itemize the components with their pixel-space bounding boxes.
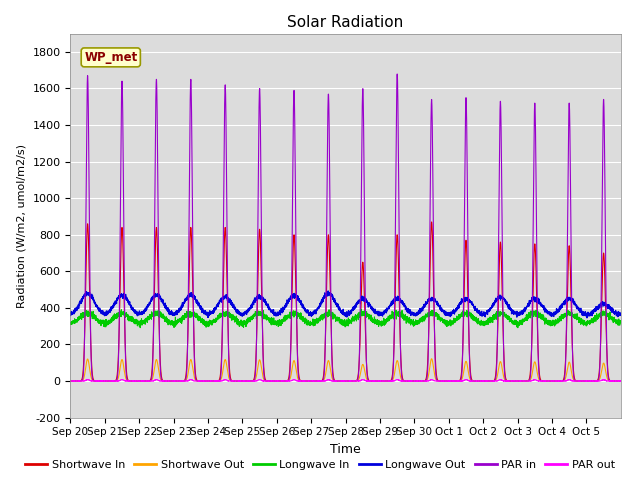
PAR in	[180, 378, 188, 384]
Longwave In	[366, 316, 374, 322]
Longwave In	[514, 325, 522, 331]
Longwave Out	[583, 315, 591, 321]
PAR in	[394, 71, 401, 77]
Shortwave Out	[524, 378, 531, 384]
PAR out	[396, 378, 403, 384]
Shortwave In	[538, 378, 546, 384]
Line: PAR out: PAR out	[70, 380, 621, 382]
Text: WP_met: WP_met	[84, 51, 138, 64]
PAR out	[538, 378, 546, 384]
PAR in	[497, 101, 504, 107]
Shortwave Out	[180, 378, 188, 384]
Line: Shortwave In: Shortwave In	[70, 222, 621, 381]
Longwave In	[180, 314, 188, 320]
Line: Shortwave Out: Shortwave Out	[70, 359, 621, 381]
Shortwave Out	[366, 378, 374, 384]
Shortwave Out	[497, 359, 504, 365]
Shortwave In	[524, 378, 531, 384]
Longwave Out	[524, 300, 531, 306]
Line: Longwave Out: Longwave Out	[70, 291, 621, 318]
PAR out	[67, 378, 74, 384]
Longwave In	[538, 316, 546, 322]
Line: Longwave In: Longwave In	[70, 309, 621, 328]
PAR out	[497, 377, 504, 383]
Shortwave Out	[67, 378, 74, 384]
Longwave Out	[538, 303, 546, 309]
Longwave In	[497, 310, 504, 315]
Shortwave Out	[538, 378, 546, 384]
Longwave Out	[67, 311, 74, 317]
Y-axis label: Radiation (W/m2, umol/m2/s): Radiation (W/m2, umol/m2/s)	[17, 144, 27, 308]
Shortwave In	[67, 378, 74, 384]
PAR out	[524, 378, 532, 384]
Longwave In	[357, 306, 365, 312]
X-axis label: Time: Time	[330, 443, 361, 456]
PAR in	[524, 378, 531, 384]
Longwave Out	[497, 292, 504, 298]
Shortwave Out	[617, 378, 625, 384]
Shortwave Out	[428, 356, 435, 361]
PAR in	[617, 378, 625, 384]
PAR out	[477, 379, 484, 384]
PAR out	[366, 378, 374, 384]
PAR in	[67, 378, 74, 384]
Longwave Out	[617, 311, 625, 317]
PAR in	[366, 378, 374, 384]
Shortwave In	[396, 305, 403, 311]
Shortwave In	[428, 219, 435, 225]
PAR in	[538, 378, 546, 384]
Longwave In	[617, 319, 625, 325]
Longwave In	[396, 308, 403, 313]
Longwave Out	[180, 298, 188, 303]
Shortwave Out	[396, 368, 403, 373]
Line: PAR in: PAR in	[70, 74, 621, 381]
Legend: Shortwave In, Shortwave Out, Longwave In, Longwave Out, PAR in, PAR out: Shortwave In, Shortwave Out, Longwave In…	[20, 456, 620, 474]
PAR out	[180, 378, 188, 384]
PAR out	[617, 378, 625, 384]
Longwave Out	[366, 301, 374, 307]
Shortwave In	[497, 240, 504, 246]
PAR out	[83, 377, 91, 383]
Shortwave In	[180, 378, 188, 384]
Longwave In	[67, 320, 74, 326]
Title: Solar Radiation: Solar Radiation	[287, 15, 404, 30]
Shortwave In	[617, 378, 625, 384]
PAR in	[396, 280, 403, 286]
Shortwave In	[366, 378, 374, 384]
Longwave In	[524, 315, 532, 321]
Longwave Out	[396, 297, 403, 302]
Longwave Out	[324, 288, 332, 294]
